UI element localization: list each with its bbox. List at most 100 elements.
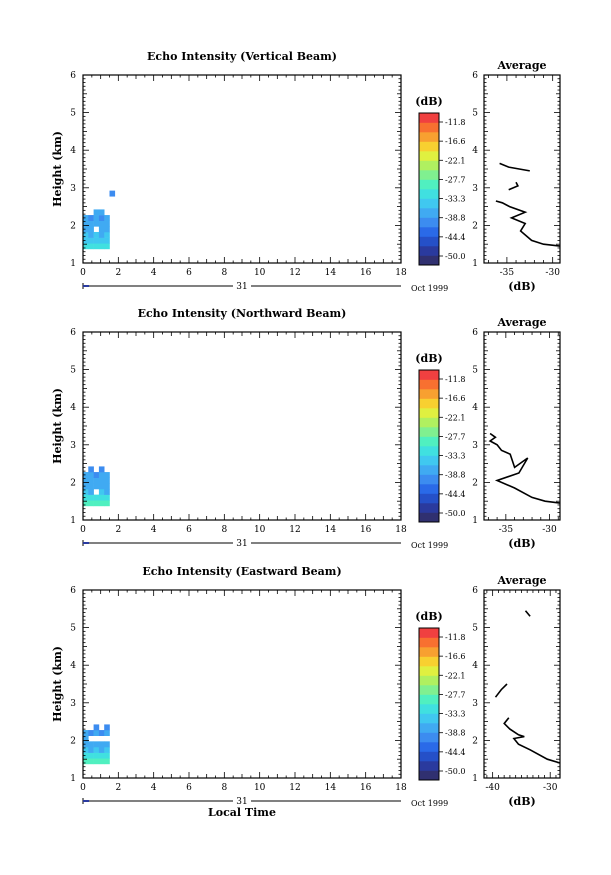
heatmap-cell (93, 209, 100, 216)
colorbar-swatch (419, 685, 439, 695)
heatmap-cell (104, 500, 110, 507)
heatmap-cell (83, 488, 89, 495)
colorbar-swatch (419, 151, 439, 161)
heatmap-cell (109, 190, 116, 197)
x-tick-label: 10 (254, 783, 266, 793)
average-y-tick-label: 4 (472, 146, 478, 156)
x-tick-label: 14 (325, 525, 337, 535)
average-y-tick-label: 4 (472, 403, 478, 413)
x-tick-label: 6 (186, 268, 192, 278)
heatmap-cell (88, 472, 94, 478)
x-tick-label: 12 (289, 268, 300, 278)
colorbar-swatch (419, 370, 439, 380)
average-x-axis-label: (dB) (508, 795, 535, 808)
heatmap-cell (93, 758, 100, 765)
heatmap-cell (83, 741, 89, 748)
colorbar-swatch (419, 666, 439, 676)
y-tick-label: 1 (70, 516, 76, 526)
heatmap-cell (98, 752, 105, 759)
y-tick-label: 4 (70, 146, 76, 156)
colorbar-frame (418, 369, 440, 523)
heatmap-cell (98, 472, 105, 478)
y-tick-label: 6 (70, 586, 76, 596)
heatmap-cell (104, 483, 110, 490)
average-y-tick-label: 3 (472, 441, 478, 451)
heatmap-cell (93, 494, 100, 501)
heatmap-cell (104, 231, 110, 238)
colorbar-swatch (419, 132, 439, 142)
heatmap-cell (93, 724, 100, 731)
heatmap-cell (83, 752, 89, 759)
colorbar-swatch (419, 761, 439, 771)
x-tick-label: 16 (360, 525, 372, 535)
y-tick-label: 2 (70, 221, 76, 231)
x-tick-label: 16 (360, 268, 372, 278)
x-tick-label: 6 (186, 783, 192, 793)
heatmap-cell (98, 477, 105, 484)
colorbar-label: -44.4 (445, 748, 466, 757)
average-y-tick-label: 1 (472, 516, 478, 526)
colorbar-swatch (419, 637, 439, 648)
colorbar-unit: (dB) (415, 352, 442, 365)
colorbar-label: -38.8 (445, 214, 466, 223)
heatmap-cell (93, 477, 100, 484)
colorbar-label: -44.4 (445, 490, 466, 499)
x-tick-label: 18 (395, 525, 407, 535)
heatmap-cell (88, 237, 94, 244)
colorbar-swatch (419, 208, 439, 218)
panel-2: Echo Intensity (Eastward Beam) Height (km… (51, 565, 561, 819)
average-profile-line (508, 181, 520, 191)
colorbar-swatch (419, 751, 439, 762)
y-tick-label: 6 (70, 71, 76, 81)
x-tick-label: 14 (325, 268, 337, 278)
y-tick-label: 3 (70, 184, 76, 194)
average-frame (483, 589, 561, 779)
colorbar-swatch (419, 675, 439, 686)
average-x-axis-label: (dB) (508, 280, 535, 293)
plot-frame (82, 589, 402, 779)
colorbar-swatch (419, 484, 439, 494)
colorbar-swatch (419, 389, 439, 399)
heatmap-cell (88, 231, 94, 238)
average-x-tick-label: -35 (500, 268, 515, 278)
x-tick-label: 0 (80, 783, 86, 793)
colorbar-label: -11.8 (445, 633, 466, 642)
x-tick-label: 4 (151, 268, 157, 278)
month-label: Oct 1999 (411, 284, 448, 293)
colorbar-swatch (419, 246, 439, 256)
y-tick-label: 6 (70, 328, 76, 338)
colorbar-frame (418, 627, 440, 781)
heatmap-cell (104, 724, 110, 731)
date-label: 31 (236, 539, 247, 549)
heatmap-cell (93, 741, 100, 748)
panel-0: Echo Intensity (Vertical Beam) Height (km… (51, 50, 561, 293)
colorbar-swatch (419, 694, 439, 705)
heatmap-cell (83, 500, 89, 507)
x-tick-label: 8 (221, 525, 227, 535)
average-y-tick-label: 1 (472, 774, 478, 784)
average-y-tick-label: 5 (472, 109, 478, 119)
chart-title: Echo Intensity (Eastward Beam) (142, 565, 341, 578)
heatmap-cell (83, 220, 89, 227)
colorbar-label: -33.3 (445, 452, 466, 461)
heatmap-cell (104, 477, 110, 484)
heatmap-cell (88, 488, 94, 495)
average-y-tick-label: 1 (472, 259, 478, 269)
x-tick-label: 12 (289, 783, 300, 793)
colorbar-label: -16.6 (445, 394, 466, 403)
colorbar-label: -44.4 (445, 233, 466, 242)
heatmap-cell (98, 758, 105, 765)
average-y-tick-label: 2 (472, 478, 478, 488)
colorbar-label: -11.8 (445, 118, 466, 127)
colorbar-swatch (419, 417, 439, 428)
colorbar-frame (418, 112, 440, 266)
colorbar-swatch (419, 198, 439, 209)
heatmap-cell (104, 220, 110, 227)
colorbar-label: -16.6 (445, 137, 466, 146)
colorbar-swatch (419, 170, 439, 180)
heatmap-cell (104, 243, 110, 250)
colorbar-label: -22.1 (445, 156, 466, 165)
colorbar-swatch (419, 723, 439, 733)
date-label-bg (233, 796, 251, 806)
colorbar-swatch (419, 141, 439, 152)
